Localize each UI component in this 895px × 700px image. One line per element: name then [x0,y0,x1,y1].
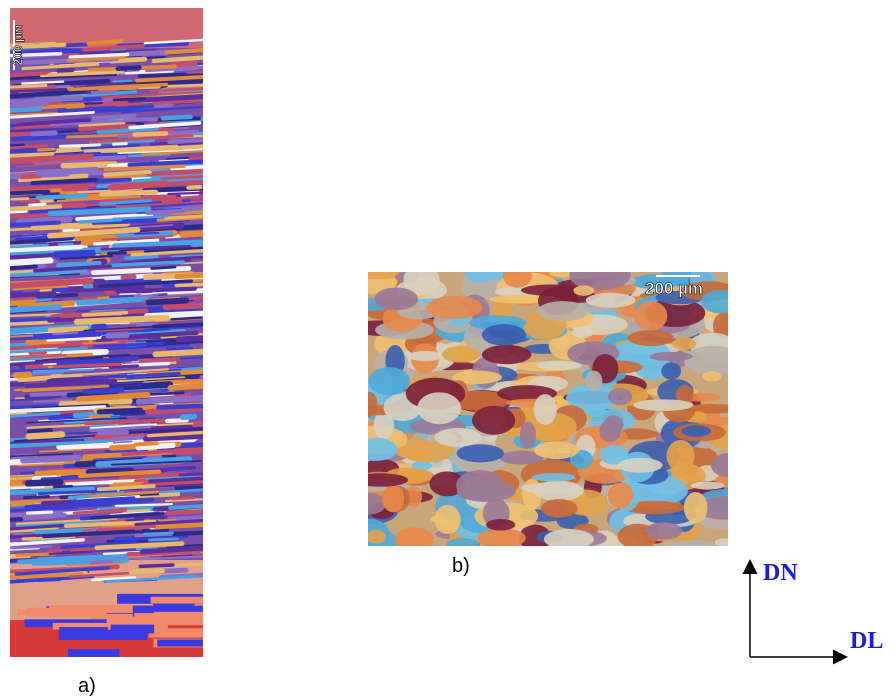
grain [12,371,32,378]
grain [59,630,148,640]
grain [408,351,442,361]
grain [446,538,479,551]
grain [350,492,386,514]
grain [608,482,633,507]
grain [684,346,743,376]
grain [711,453,743,477]
grain [604,415,624,433]
page: 200 µm 200 µm a) b) DN DL (() => { const… [0,0,895,700]
grain [368,367,410,395]
grain [472,406,515,435]
grain [352,473,408,487]
grain [426,296,482,319]
grain [672,337,696,350]
grain [645,522,682,539]
grain [715,538,734,546]
grain [366,530,386,544]
grain [482,345,532,364]
micrograph-b [344,260,755,560]
grain [464,263,497,283]
grain [157,639,255,646]
grain [186,185,202,190]
grain [68,649,119,657]
grain [573,285,593,295]
grain [457,444,504,462]
grain [18,610,75,616]
grain [634,301,667,331]
grain [417,392,461,424]
grain [435,428,482,447]
grain [585,371,602,392]
grain [382,485,404,513]
micrograph-a [0,8,262,660]
grain [534,441,579,459]
grain [149,628,243,637]
grain [105,332,130,339]
grain [478,528,526,548]
figure: 200 µm 200 µm a) b) DN DL [0,0,895,700]
grain [586,293,636,308]
grain [701,290,738,314]
grain [395,527,434,552]
scale-bar-label: 200 µm [645,279,703,298]
axis-label: DL [850,628,883,654]
grain [434,505,460,534]
grain [684,492,708,523]
grain [666,440,694,472]
grain [536,361,581,370]
grain [521,482,582,493]
grain [703,371,722,381]
grain [482,324,526,345]
grain [569,260,631,291]
grain [628,330,675,346]
grain [691,482,725,490]
grain [681,425,711,437]
grain [661,362,681,379]
grain [151,597,251,604]
scale-bar-label: 200 µm [11,25,25,66]
grain [541,499,578,518]
grain [486,519,515,531]
panel-label: b) [452,555,470,577]
grain [544,529,594,550]
grain [456,470,504,501]
grain [374,288,418,311]
grain [633,399,693,411]
grain [537,301,588,321]
axis-label: DN [763,560,798,586]
grain [503,263,532,288]
grain [534,394,557,425]
panel-label: a) [78,675,96,697]
grain [608,388,632,405]
grain [134,613,200,617]
grain [520,421,536,448]
grain [360,392,377,417]
grain [180,413,198,420]
grain [572,327,593,338]
grain [532,473,576,481]
grain [354,438,397,461]
grain [618,458,663,473]
grain [649,352,693,361]
